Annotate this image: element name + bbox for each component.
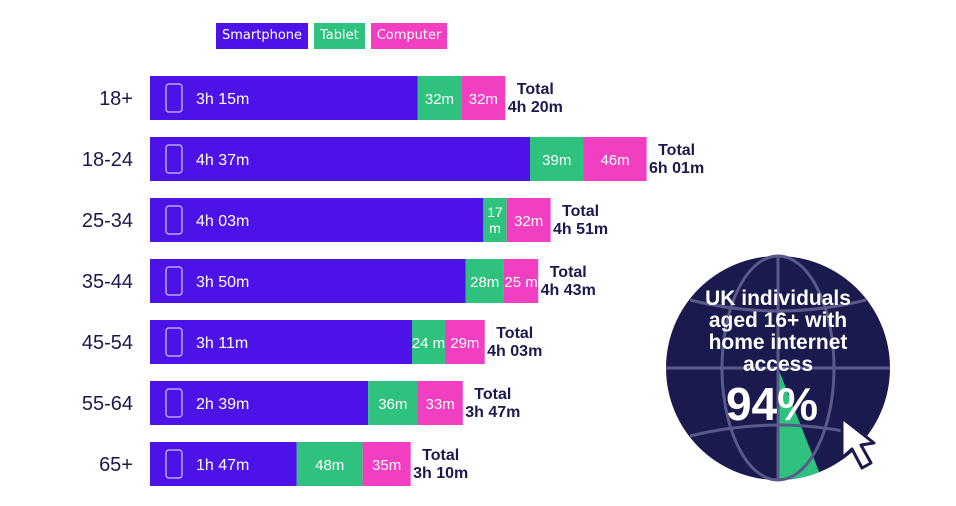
bar-segment-tablet <box>465 259 504 303</box>
bar-segment-computer <box>461 76 506 120</box>
bar-segment-computer <box>444 320 485 364</box>
total-label: Total <box>474 386 511 403</box>
data-label-smartphone: 4h 37m <box>196 152 249 169</box>
legend-smartphone: Smartphone <box>216 23 309 49</box>
bar-segment-tablet <box>412 320 445 364</box>
bar-segment-smartphone <box>150 137 530 181</box>
data-label-computer: 35m <box>372 457 401 474</box>
badge-percent: 94% <box>726 378 818 430</box>
bar-segment-smartphone <box>150 381 369 425</box>
data-label-smartphone: 4h 03m <box>196 213 249 230</box>
bar-segment-tablet <box>417 76 462 120</box>
data-label-tablet: 48m <box>315 457 344 474</box>
data-label-smartphone: 3h 50m <box>196 274 249 291</box>
total-label: Total <box>422 447 459 464</box>
total-value: 4h 43m <box>541 282 596 299</box>
total-label: Total <box>550 264 587 281</box>
data-label-computer: 32m <box>469 91 498 108</box>
total-value: 4h 20m <box>508 99 563 116</box>
smartphone-icon <box>165 144 183 174</box>
total-value: 4h 03m <box>487 343 542 360</box>
data-label-computer: 46m <box>600 152 629 169</box>
smartphone-icon <box>165 388 183 418</box>
data-label-tablet: 28m <box>470 274 499 291</box>
data-label-computer: 29m <box>450 335 479 352</box>
total-value: 4h 51m <box>553 221 608 238</box>
smartphone-icon <box>165 449 183 479</box>
legend-tablet: Tablet <box>314 23 365 49</box>
data-label-smartphone: 2h 39m <box>196 396 249 413</box>
bar-segment-smartphone <box>150 259 466 303</box>
globe-icon <box>666 254 890 482</box>
category-label: 45-54 <box>82 332 133 354</box>
total-label: Total <box>496 325 533 342</box>
total-label: Total <box>517 81 554 98</box>
legend: Smartphone Tablet Computer <box>216 23 448 49</box>
data-label-tablet: 32m <box>425 91 454 108</box>
data-label-tablet: m <box>489 220 501 236</box>
total-value: 6h 01m <box>649 160 704 177</box>
badge-line-3: home internet <box>709 331 848 354</box>
bar-segment-computer <box>417 381 463 425</box>
bar-segment-computer <box>583 137 647 181</box>
category-label: 18+ <box>99 88 133 110</box>
category-label: 65+ <box>99 454 133 476</box>
access-sector <box>778 368 820 480</box>
category-label: 18-24 <box>82 149 133 171</box>
bar-segment-computer <box>503 259 539 303</box>
category-label: 55-64 <box>82 393 133 415</box>
data-label-smartphone: 3h 15m <box>196 91 249 108</box>
total-label: Total <box>658 142 695 159</box>
badge-line-4: access <box>743 353 813 376</box>
data-label-smartphone: 1h 47m <box>196 457 249 474</box>
bar-segment-tablet <box>483 198 507 242</box>
smartphone-icon <box>165 205 183 235</box>
data-label-computer: 33m <box>426 396 455 413</box>
data-label-computer: 25 m <box>504 274 537 291</box>
cursor-icon <box>840 416 876 470</box>
bar-segment-computer <box>362 442 411 486</box>
data-label-smartphone: 3h 11m <box>196 335 248 352</box>
bar-segment-tablet <box>530 137 584 181</box>
data-label-tablet: 36m <box>378 396 407 413</box>
bar-segment-smartphone <box>150 320 413 364</box>
legend-computer: Computer <box>370 23 448 49</box>
bar-segment-tablet <box>296 442 363 486</box>
bar-segment-computer <box>506 198 551 242</box>
smartphone-icon <box>165 327 183 357</box>
bar-segment-tablet <box>368 381 418 425</box>
category-label: 25-34 <box>82 210 133 232</box>
data-label-tablet: 24 m <box>412 335 445 352</box>
badge-line-2: aged 16+ with <box>709 309 847 332</box>
total-value: 3h 10m <box>413 465 468 482</box>
data-label-tablet: 17 <box>487 204 503 220</box>
category-label: 35-44 <box>82 271 133 293</box>
bar-segment-smartphone <box>150 198 484 242</box>
smartphone-icon <box>165 266 183 296</box>
smartphone-icon <box>165 83 183 113</box>
bar-segment-smartphone <box>150 76 418 120</box>
total-value: 3h 47m <box>465 404 520 421</box>
badge-line-1: UK individuals <box>705 287 851 310</box>
data-label-computer: 32m <box>514 213 543 230</box>
total-label: Total <box>562 203 599 220</box>
data-label-tablet: 39m <box>542 152 571 169</box>
